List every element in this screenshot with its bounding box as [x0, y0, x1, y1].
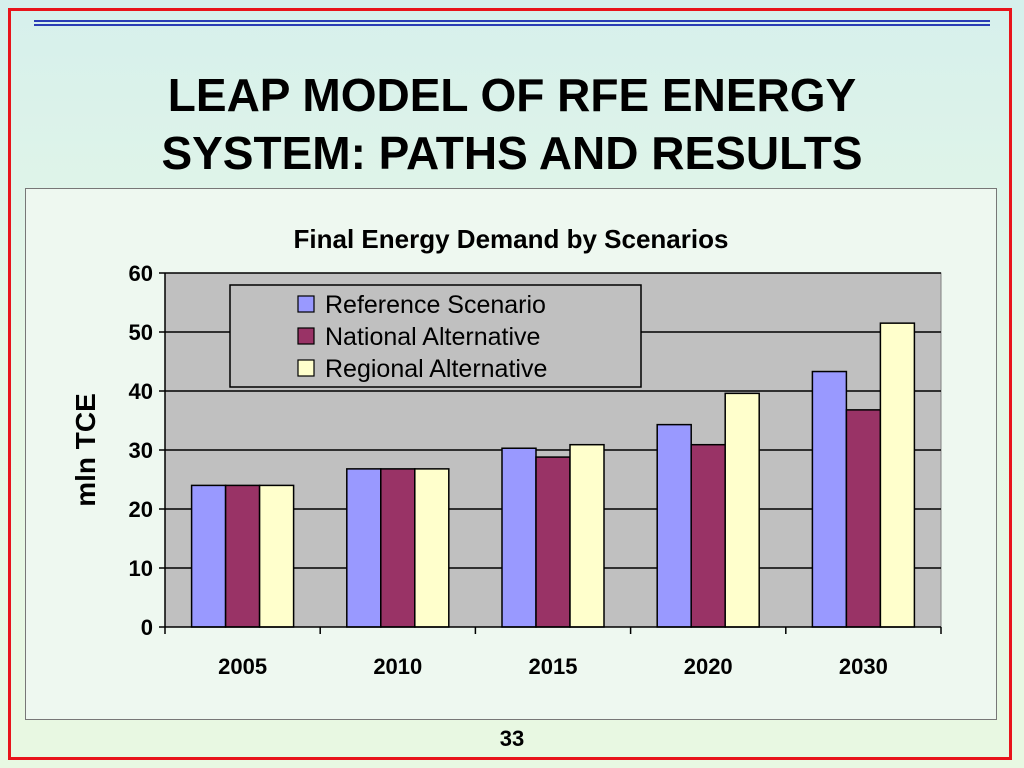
bar	[380, 468, 416, 628]
legend-swatch	[297, 359, 315, 377]
bar	[690, 443, 726, 628]
x-tick-label: 2030	[839, 654, 888, 679]
x-tick-label: 2010	[373, 654, 422, 679]
legend-swatch	[297, 295, 315, 313]
y-tick-label: 0	[141, 615, 153, 640]
bar	[656, 423, 692, 628]
bar	[879, 322, 916, 628]
bar	[535, 456, 571, 628]
x-tick-label: 2015	[529, 654, 578, 679]
legend-label: Regional Alternative	[325, 355, 547, 383]
bar	[811, 370, 848, 628]
y-tick-label: 30	[129, 438, 153, 463]
legend-label: National Alternative	[325, 323, 540, 351]
page-number: 33	[499, 726, 525, 751]
legend-swatch	[297, 327, 315, 345]
y-tick-label: 10	[129, 556, 153, 581]
y-tick-label: 50	[129, 320, 153, 345]
bar	[258, 484, 295, 628]
bar	[414, 468, 450, 628]
bar	[569, 443, 605, 628]
bar	[724, 392, 760, 628]
slide-title: LEAP MODEL OF RFE ENERGY SYSTEM: PATHS A…	[161, 69, 863, 179]
bar	[346, 468, 382, 628]
y-tick-label: 60	[129, 261, 153, 286]
slide-border	[8, 8, 1012, 760]
x-tick-label: 2020	[684, 654, 733, 679]
bar	[224, 484, 261, 628]
bar	[845, 409, 882, 628]
y-tick-label: 40	[129, 379, 153, 404]
bar	[501, 447, 537, 628]
x-tick-label: 2005	[218, 654, 267, 679]
title-rule	[34, 20, 990, 28]
bar	[190, 484, 227, 628]
legend-label: Reference Scenario	[325, 291, 546, 319]
y-tick-label: 20	[129, 497, 153, 522]
chart-title: Final Energy Demand by Scenarios	[294, 224, 729, 254]
y-axis-label: mln TCE	[70, 393, 101, 507]
